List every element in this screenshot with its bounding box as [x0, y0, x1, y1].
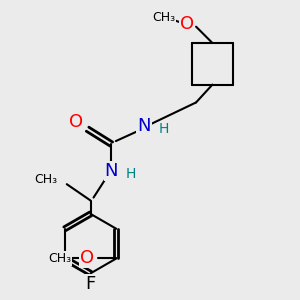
Text: F: F [85, 275, 96, 293]
Text: O: O [69, 113, 83, 131]
Text: CH₃: CH₃ [152, 11, 175, 24]
Text: H: H [125, 167, 136, 181]
Text: CH₃: CH₃ [35, 173, 58, 186]
Text: CH₃: CH₃ [48, 252, 71, 265]
Text: O: O [180, 15, 194, 33]
Text: H: H [158, 122, 169, 136]
Text: N: N [137, 117, 151, 135]
Text: N: N [105, 162, 118, 180]
Text: O: O [80, 250, 94, 268]
